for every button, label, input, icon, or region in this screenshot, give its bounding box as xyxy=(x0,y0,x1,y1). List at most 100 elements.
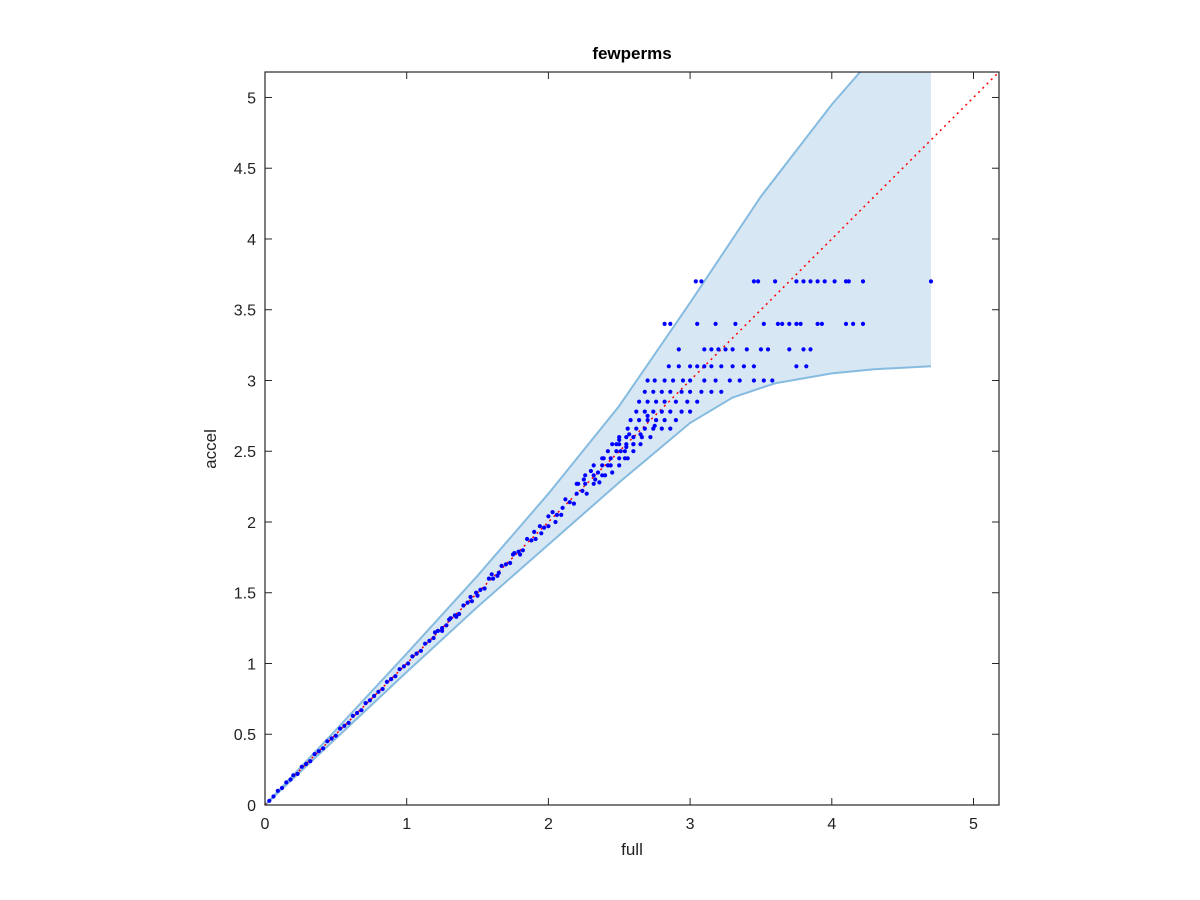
chart-title: fewperms xyxy=(592,44,671,63)
data-point xyxy=(775,321,781,326)
data-point xyxy=(350,713,355,719)
data-point xyxy=(503,562,508,567)
data-point xyxy=(583,481,588,486)
data-point xyxy=(851,321,856,326)
data-point xyxy=(600,463,605,468)
data-point xyxy=(608,456,613,461)
data-point xyxy=(457,611,462,617)
data-point xyxy=(695,321,700,326)
data-point xyxy=(815,321,820,326)
data-point xyxy=(539,531,544,536)
y-tick-label: 1.5 xyxy=(234,586,256,603)
data-point xyxy=(688,409,693,414)
plot-frame xyxy=(264,71,1000,806)
data-point xyxy=(709,389,714,394)
data-point xyxy=(679,389,684,394)
data-point xyxy=(397,667,402,672)
data-point xyxy=(560,505,565,510)
data-point xyxy=(510,552,516,557)
data-point xyxy=(581,477,586,482)
data-point xyxy=(693,279,698,284)
axes-layer xyxy=(264,71,1000,806)
data-point xyxy=(659,389,664,394)
data-point xyxy=(846,279,851,284)
data-point xyxy=(765,347,771,352)
data-point xyxy=(325,739,330,744)
confidence-band-layer xyxy=(264,71,932,806)
data-point xyxy=(465,600,470,605)
data-point xyxy=(713,321,718,326)
data-point xyxy=(815,279,820,284)
data-point xyxy=(312,752,317,757)
data-point xyxy=(574,491,579,496)
data-point xyxy=(654,418,659,423)
data-point xyxy=(751,279,757,284)
data-point xyxy=(389,677,394,682)
data-point xyxy=(627,432,632,437)
data-point xyxy=(333,733,338,738)
data-point xyxy=(342,723,347,728)
data-point xyxy=(610,470,615,475)
data-point xyxy=(380,686,385,692)
identity-line xyxy=(264,71,1000,806)
data-point xyxy=(610,442,615,447)
data-point xyxy=(709,347,714,352)
y-tick-label: 2.5 xyxy=(234,444,256,461)
data-point xyxy=(741,364,747,369)
data-point xyxy=(563,497,568,502)
data-point xyxy=(668,426,673,431)
y-axis-label: accel xyxy=(201,429,220,469)
data-point xyxy=(529,538,534,543)
data-point xyxy=(843,321,849,326)
data-point xyxy=(751,364,757,369)
data-point xyxy=(702,378,707,383)
data-point xyxy=(550,509,555,515)
data-point xyxy=(559,512,564,518)
data-point xyxy=(291,773,296,778)
data-point xyxy=(645,399,650,404)
data-point xyxy=(574,481,579,486)
y-tick-label: 0 xyxy=(247,798,256,815)
data-point xyxy=(279,785,285,791)
data-point xyxy=(702,347,707,352)
data-point xyxy=(642,409,647,414)
data-point xyxy=(508,560,513,566)
data-point xyxy=(819,321,825,326)
data-point xyxy=(652,378,657,383)
data-point xyxy=(662,418,667,423)
data-point xyxy=(614,449,619,454)
data-point xyxy=(418,648,423,653)
data-point xyxy=(267,798,272,803)
data-point xyxy=(730,347,735,352)
data-point xyxy=(469,599,474,604)
data-point xyxy=(787,321,792,326)
data-point xyxy=(546,524,551,529)
data-point xyxy=(798,321,803,326)
x-tick-label: 1 xyxy=(402,816,411,833)
data-point xyxy=(780,321,785,326)
data-point xyxy=(651,426,656,431)
data-point xyxy=(329,736,334,741)
data-point xyxy=(637,399,642,404)
data-point xyxy=(727,378,732,383)
data-point xyxy=(588,468,594,474)
data-point xyxy=(770,378,775,383)
y-tick-label: 2 xyxy=(247,515,256,532)
data-point xyxy=(600,473,605,478)
y-tick-label: 1 xyxy=(247,656,256,673)
data-point xyxy=(363,701,368,706)
data-point xyxy=(271,794,276,799)
data-point xyxy=(794,279,799,284)
y-tick-label: 4 xyxy=(247,232,256,249)
data-point xyxy=(554,512,560,518)
data-point xyxy=(699,279,704,284)
x-tick-label: 0 xyxy=(261,816,270,833)
data-point xyxy=(624,442,629,447)
data-point xyxy=(444,623,449,628)
y-tick-label: 5 xyxy=(247,90,256,107)
data-point xyxy=(645,418,650,423)
data-point xyxy=(321,746,326,751)
data-point xyxy=(567,500,572,505)
data-point xyxy=(624,435,629,440)
